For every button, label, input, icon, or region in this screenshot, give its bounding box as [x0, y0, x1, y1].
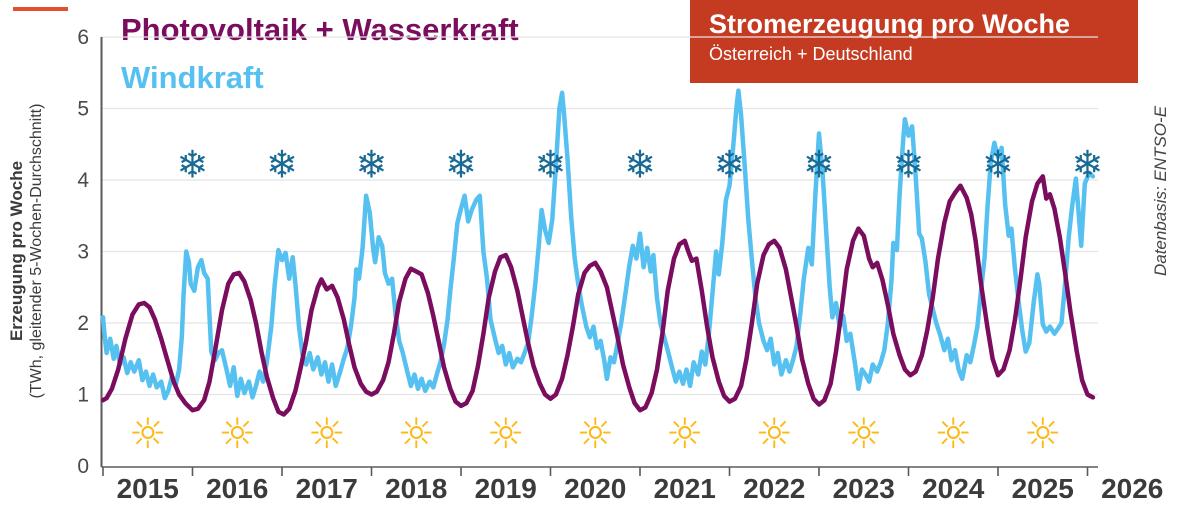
- sun-icon: ☼: [934, 409, 972, 458]
- sun-icon: ☼: [218, 409, 256, 458]
- y-tick-label: 0: [77, 455, 89, 478]
- x-year-label: 2023: [833, 473, 895, 504]
- chart-legend: Photovoltaik + Wasserkraft Windkraft: [121, 6, 519, 102]
- x-year-label: 2018: [385, 473, 447, 504]
- legend-wind-label: Windkraft: [121, 60, 264, 96]
- x-year-label: 2024: [922, 473, 985, 504]
- x-year-label: 2020: [564, 473, 626, 504]
- snowflake-icon: ❄: [177, 142, 209, 186]
- sun-icon: ☼: [666, 409, 704, 458]
- snowflake-icon: ❄: [982, 142, 1014, 186]
- snowflake-icon: ❄: [266, 142, 298, 186]
- sun-icon: ☼: [755, 409, 793, 458]
- sun-icon: ☼: [129, 409, 167, 458]
- snowflake-icon: ❄: [535, 142, 567, 186]
- pv-hydro-series-line: [100, 174, 1096, 417]
- snowflake-icon: ❄: [893, 142, 925, 186]
- chart-title: Stromerzeugung pro Woche: [709, 9, 1071, 39]
- snowflake-icon: ❄: [624, 142, 656, 186]
- sun-icon: ☼: [308, 409, 346, 458]
- sun-icon: ☼: [576, 409, 614, 458]
- x-year-label: 2015: [117, 473, 179, 504]
- chart-subtitle: Österreich + Deutschland: [709, 44, 913, 65]
- title-box: Stromerzeugung pro Woche Österreich + De…: [690, 0, 1138, 83]
- y-tick-label: 4: [77, 169, 89, 192]
- y-tick-label: 5: [77, 98, 89, 121]
- snowflake-icon: ❄: [714, 142, 746, 186]
- legend-pv-hydro-label: Photovoltaik + Wasserkraft: [121, 12, 519, 47]
- snowflake-icon: ❄: [1072, 142, 1104, 186]
- y-tick-label: 2: [77, 312, 89, 335]
- sun-icon: ☼: [397, 409, 435, 458]
- y-tick-label: 6: [77, 26, 89, 49]
- y-tick-label: 3: [77, 241, 89, 264]
- sun-icon: ☼: [487, 409, 525, 458]
- x-year-label: 2016: [206, 473, 268, 504]
- snowflake-icon: ❄: [445, 142, 477, 186]
- accent-dash: [13, 7, 68, 11]
- x-year-label: 2026: [1101, 473, 1163, 504]
- x-year-label: 2019: [475, 473, 537, 504]
- x-year-label: 2025: [1012, 473, 1074, 504]
- snowflake-icon: ❄: [803, 142, 835, 186]
- sun-icon: ☼: [845, 409, 883, 458]
- sun-icon: ☼: [1024, 409, 1062, 458]
- x-year-label: 2022: [743, 473, 805, 504]
- wind-series-line: [100, 88, 1096, 401]
- y-tick-label: 1: [77, 384, 89, 407]
- x-year-label: 2021: [654, 473, 716, 504]
- x-year-label: 2017: [296, 473, 358, 504]
- snowflake-icon: ❄: [356, 142, 388, 186]
